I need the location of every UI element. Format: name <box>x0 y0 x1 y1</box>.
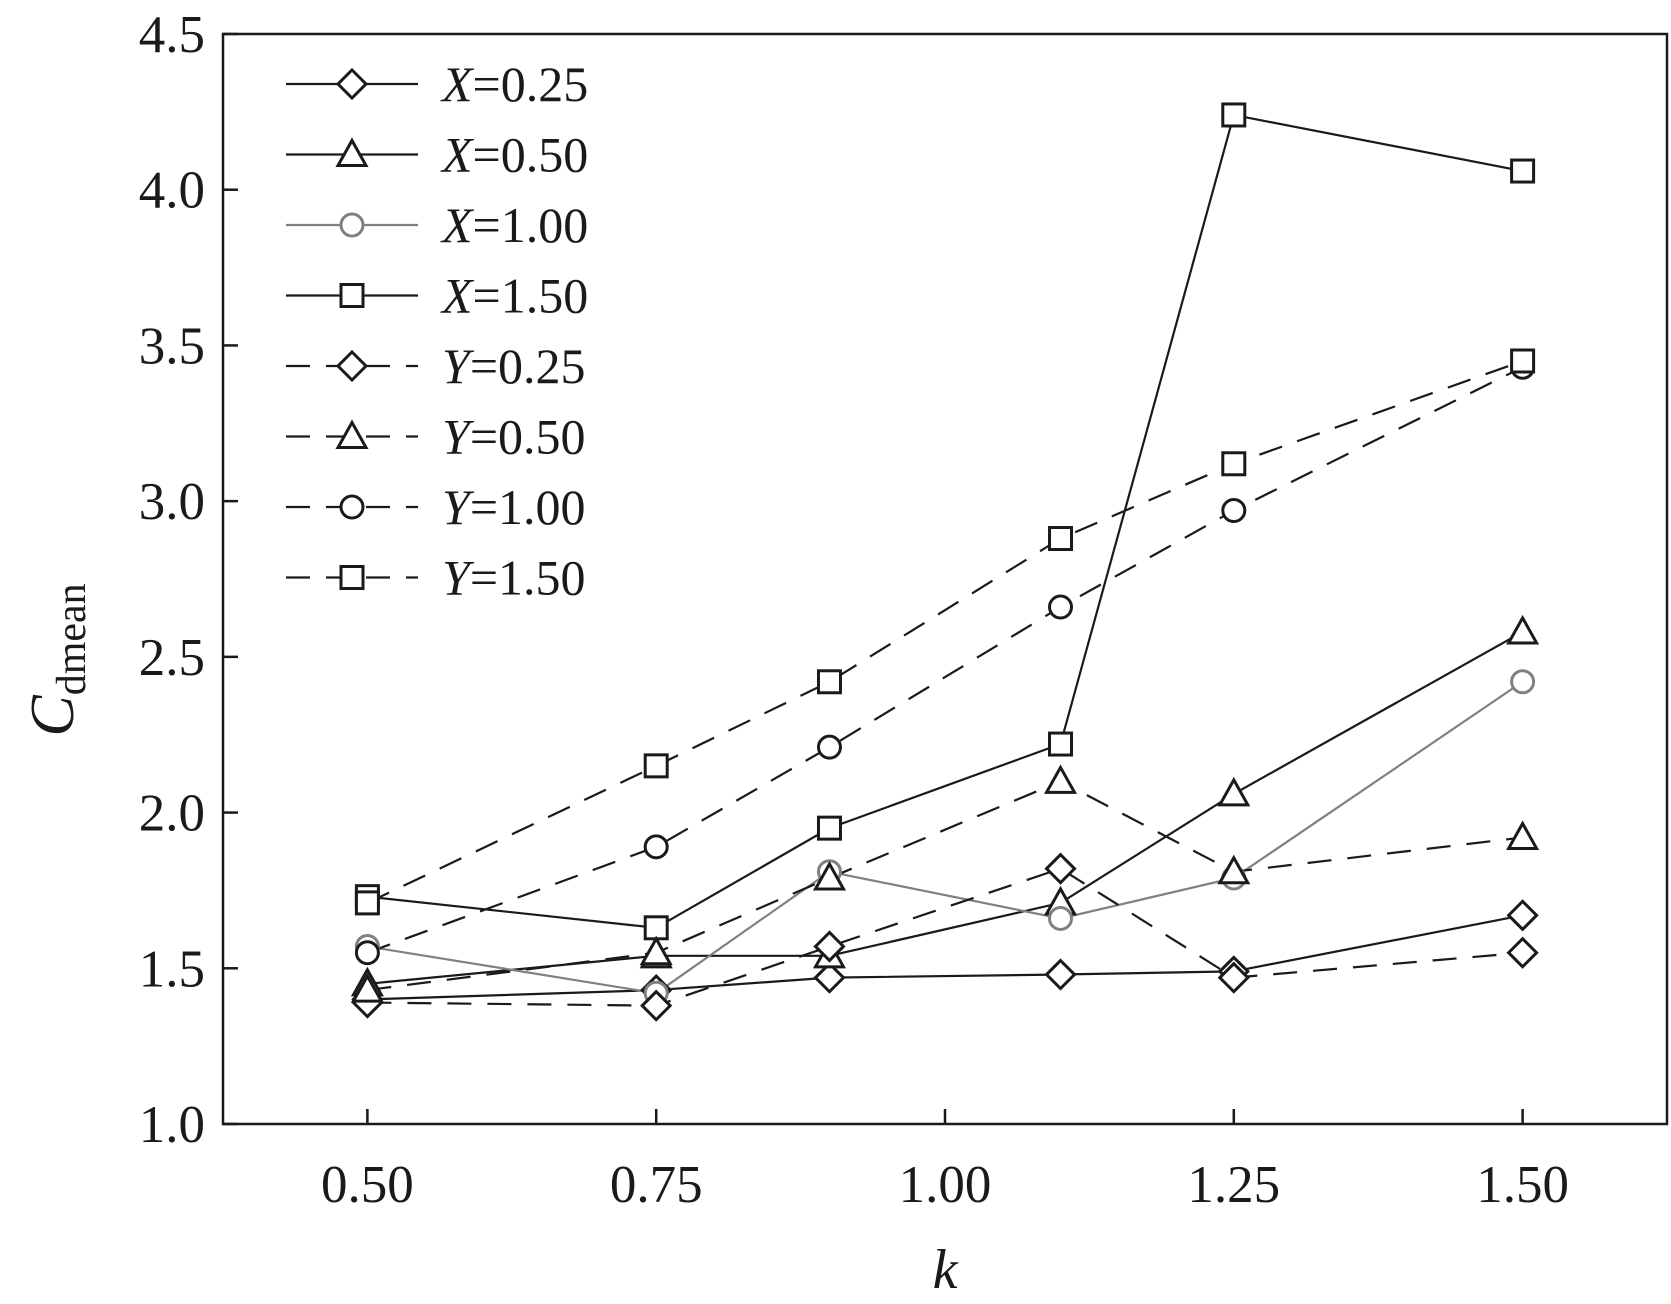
legend-marker <box>339 283 365 308</box>
x-axis-ticks: 0.50 0.75 1.00 1.25 1.50 <box>321 1109 1569 1214</box>
series-line <box>367 867 1523 1007</box>
data-point <box>1221 497 1247 523</box>
plot-frame <box>221 32 1669 1126</box>
series-line <box>367 113 1523 929</box>
y-axis-title-subscript: dmean <box>49 583 95 695</box>
data-point <box>816 734 842 760</box>
legend-label: Y=0.50 <box>442 409 586 465</box>
series-line <box>367 630 1524 985</box>
series-line <box>366 359 1523 904</box>
legend-label-value: =0.50 <box>470 409 586 465</box>
data-point <box>1221 102 1247 128</box>
legend-label: Y=1.00 <box>442 479 586 535</box>
x-axis-title: k <box>933 1239 959 1301</box>
plot-markers <box>350 102 1540 1022</box>
data-point <box>1506 820 1540 850</box>
data-point <box>813 930 846 963</box>
legend-label: Y=1.50 <box>442 550 586 606</box>
data-point <box>1048 594 1074 620</box>
series-line <box>367 366 1524 954</box>
plot-lines <box>366 113 1524 1007</box>
y-tick-label: 2.0 <box>139 785 205 843</box>
legend-marker <box>335 67 369 101</box>
data-point <box>1048 526 1074 552</box>
legend-label-value: =1.50 <box>470 550 586 606</box>
data-point <box>354 890 380 916</box>
series-line <box>367 780 1523 992</box>
legend-label-variable: Y <box>442 550 475 606</box>
legend-label-variable: X <box>440 197 475 253</box>
x-tick-label: 0.50 <box>321 1156 414 1214</box>
legend-label: X=1.00 <box>440 197 588 253</box>
legend-marker <box>339 565 365 590</box>
legend-label-value: =0.50 <box>473 127 589 183</box>
data-point <box>813 961 846 994</box>
data-point <box>1506 936 1539 969</box>
data-point <box>1044 852 1077 885</box>
legend-marker <box>335 349 369 383</box>
legend-label-value: =0.25 <box>473 56 589 112</box>
y-tick-label: 1.0 <box>139 1096 205 1154</box>
legend-label-variable: Y <box>442 409 475 465</box>
data-point <box>1217 961 1250 994</box>
x-tick-label: 1.50 <box>1476 1156 1569 1214</box>
x-tick-label: 1.00 <box>899 1156 992 1214</box>
legend-label-variable: X <box>440 56 475 112</box>
y-axis-title-main: C <box>19 695 87 737</box>
data-point <box>1048 905 1074 931</box>
legend-marker <box>339 494 365 520</box>
legend-label-value: =1.00 <box>473 197 589 253</box>
legend-marker <box>335 419 369 449</box>
data-point <box>639 935 673 966</box>
data-point <box>1043 764 1078 794</box>
data-point <box>1048 731 1074 757</box>
data-point <box>643 915 669 941</box>
data-point <box>1217 776 1251 807</box>
data-point <box>816 815 842 841</box>
y-tick-label: 3.5 <box>139 317 205 375</box>
series-line <box>367 914 1523 1001</box>
legend-marker <box>339 212 365 238</box>
data-point <box>643 834 669 860</box>
data-point <box>1510 669 1536 695</box>
data-point <box>1044 958 1077 991</box>
x-tick-label: 0.75 <box>610 1156 703 1214</box>
data-point <box>640 989 673 1022</box>
data-point <box>1221 451 1247 477</box>
y-tick-label: 4.0 <box>139 162 205 220</box>
legend-label-variable: Y <box>442 479 475 535</box>
y-tick-label: 2.5 <box>139 629 205 687</box>
y-tick-label: 4.5 <box>139 6 205 64</box>
y-tick-label: 3.0 <box>139 473 205 531</box>
data-point <box>350 973 384 1003</box>
y-axis-title: Cdmean <box>19 583 95 736</box>
data-point <box>1510 158 1536 184</box>
data-point <box>812 860 847 891</box>
legend-label-value: =1.50 <box>473 268 589 324</box>
series-line <box>367 680 1524 995</box>
legend-label-variable: X <box>440 268 475 324</box>
legend-marker <box>335 137 369 167</box>
legend-label: Y=0.25 <box>442 338 586 394</box>
legend-label-variable: Y <box>442 338 475 394</box>
data-point <box>1506 899 1539 932</box>
legend-label: X=1.50 <box>440 268 588 324</box>
data-point <box>643 753 669 779</box>
y-axis-ticks: 1.0 1.5 2.0 2.5 3.0 3.5 4.0 4.5 <box>139 6 238 1154</box>
legend-label: X=0.50 <box>440 127 588 183</box>
legend-label-value: =0.25 <box>470 338 586 394</box>
data-point <box>816 669 842 695</box>
data-point <box>1510 348 1536 374</box>
y-tick-label: 1.5 <box>139 940 205 998</box>
legend: X=0.25X=0.50X=1.00X=1.50Y=0.25Y=0.50Y=1.… <box>286 56 588 606</box>
legend-label-variable: X <box>440 127 475 183</box>
legend-label-value: =1.00 <box>470 479 586 535</box>
x-tick-label: 1.25 <box>1187 1156 1280 1214</box>
data-point <box>1217 854 1251 885</box>
legend-label: X=0.25 <box>440 56 588 112</box>
data-point <box>1506 614 1540 645</box>
data-point <box>354 940 380 966</box>
